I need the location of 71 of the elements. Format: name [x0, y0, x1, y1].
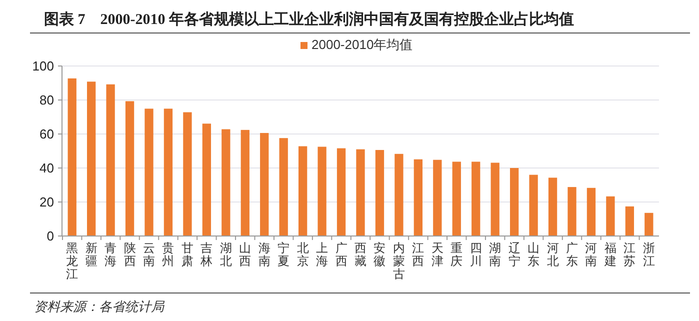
x-tick-label: 贵州 — [162, 241, 174, 268]
x-tick-label: 河南 — [585, 241, 598, 268]
x-tick-label: 陕西 — [124, 241, 136, 268]
x-tick-label: 宁夏 — [278, 241, 290, 268]
x-tick-label: 广东 — [566, 241, 578, 268]
x-tick-label: 新疆 — [85, 241, 98, 268]
legend-label: 2000-2010年均值 — [312, 37, 413, 52]
bar — [144, 108, 154, 236]
bar — [414, 159, 423, 236]
bar — [394, 154, 404, 236]
bar — [298, 146, 308, 236]
bar — [548, 178, 558, 236]
x-tick-label: 山东 — [528, 241, 540, 268]
bar — [279, 138, 288, 236]
y-tick-label: 80 — [40, 92, 54, 108]
y-tick-label: 0 — [46, 228, 54, 244]
x-tick-label: 上海 — [316, 241, 328, 268]
x-tick-label: 黑龙江 — [66, 241, 78, 281]
chart-title: 图表 7 2000-2010 年各省规模以上工业企业利润中国有及国有控股企业占比均值 — [44, 10, 574, 28]
x-tick-label: 湖北 — [220, 241, 232, 268]
bar — [625, 206, 634, 236]
y-tick-label: 60 — [40, 126, 54, 142]
x-tick-label: 江苏 — [624, 241, 636, 268]
bar — [68, 78, 76, 236]
bar — [644, 212, 654, 236]
text: 资料来源：各省统计局 — [34, 299, 165, 314]
bar — [529, 174, 538, 236]
x-tick-label: 北京 — [296, 241, 309, 268]
bar — [606, 196, 615, 236]
bar — [106, 84, 115, 236]
bar — [260, 132, 269, 236]
y-tick-label: 40 — [40, 160, 54, 176]
bar — [318, 146, 326, 236]
x-tick-label: 广西 — [335, 241, 348, 268]
x-tick-label: 青海 — [104, 241, 117, 268]
x-tick-label: 内蒙古 — [392, 241, 405, 281]
bar — [490, 162, 500, 236]
x-tick-label: 江西 — [412, 241, 424, 268]
bar — [433, 160, 442, 236]
bar — [86, 82, 96, 236]
x-tick-label: 山西 — [239, 241, 252, 268]
y-tick-label: 100 — [32, 58, 54, 74]
x-tick-label: 西藏 — [354, 241, 366, 268]
x-tick-label: 福建 — [603, 241, 616, 268]
bar — [125, 101, 134, 236]
bar — [586, 188, 596, 236]
x-tick-label: 四川 — [470, 241, 482, 268]
x-tick-label: 甘肃 — [181, 241, 194, 268]
bar — [240, 130, 250, 236]
x-tick-label: 云南 — [143, 241, 155, 268]
bar — [452, 162, 461, 236]
x-tick-label: 浙江 — [642, 241, 655, 268]
bar — [183, 112, 192, 236]
bar — [202, 124, 212, 236]
x-tick-label: 重庆 — [450, 241, 463, 268]
bar — [472, 162, 480, 236]
y-tick-label: 20 — [40, 194, 54, 210]
x-tick-label: 天津 — [431, 241, 444, 268]
bar — [164, 108, 173, 236]
x-tick-label: 湖南 — [489, 241, 502, 268]
x-tick-label: 辽宁 — [508, 241, 520, 268]
x-tick-label: 河北 — [546, 241, 559, 268]
x-tick-label: 海南 — [258, 241, 270, 268]
x-tick-label: 吉林 — [200, 241, 213, 268]
bar — [222, 129, 230, 236]
bar — [375, 150, 384, 236]
x-tick-label: 安徽 — [374, 241, 386, 268]
bar — [510, 168, 519, 236]
bar — [356, 149, 365, 236]
bar — [336, 148, 346, 236]
bar — [568, 187, 576, 236]
